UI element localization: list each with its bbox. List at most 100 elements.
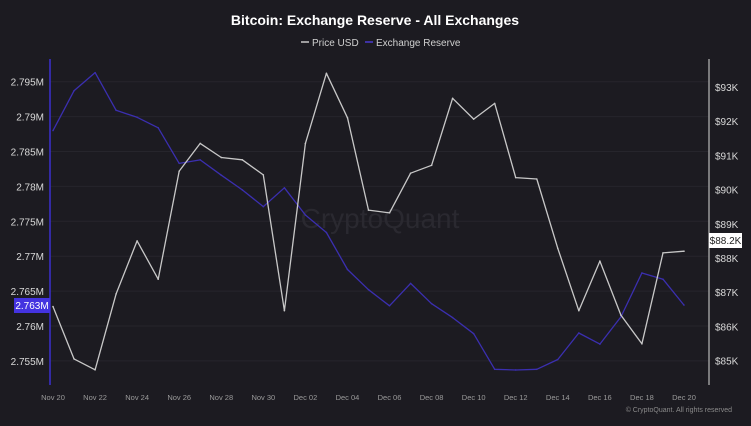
data-point: [430, 164, 433, 167]
data-point: [493, 102, 496, 105]
right-tick-label: $85K: [715, 357, 739, 368]
data-point: [346, 268, 349, 271]
data-point: [115, 293, 117, 295]
right-tick-label: $92K: [715, 117, 739, 128]
right-tick-label: $86K: [715, 322, 739, 333]
data-point: [136, 240, 138, 242]
left-tick-label: 2.79M: [16, 113, 44, 124]
data-point: [662, 252, 664, 254]
data-point: [409, 172, 412, 174]
x-axis: Nov 20 Nov 22 Nov 24 Nov 26 Nov 28 Nov 30 Dec …: [41, 393, 696, 402]
data-point: [241, 159, 244, 161]
data-point: [325, 231, 328, 234]
right-current-label: $88.2K: [710, 236, 742, 247]
data-point: [388, 212, 391, 214]
data-point: [157, 278, 159, 281]
data-point: [157, 126, 159, 129]
data-point: [514, 369, 517, 371]
data-point: [73, 358, 75, 360]
data-point: [178, 162, 180, 165]
legend-label-reserve[interactable]: Exchange Reserve: [376, 38, 461, 49]
x-tick-label: Dec 18: [630, 393, 654, 402]
right-tick-label: $89K: [715, 220, 739, 231]
left-tick-label: 2.78M: [16, 182, 44, 193]
data-point: [220, 174, 223, 177]
right-tick-label: $91K: [715, 151, 739, 162]
data-point: [325, 72, 328, 75]
legend-label-price[interactable]: Price USD: [312, 38, 359, 49]
x-tick-label: Dec 20: [672, 393, 696, 402]
series-price-usd: [52, 72, 685, 371]
left-tick-label: 2.795M: [11, 78, 44, 89]
x-tick-label: Nov 30: [251, 393, 275, 402]
data-point: [262, 174, 265, 176]
data-point: [115, 109, 117, 112]
data-point: [94, 71, 96, 74]
left-tick-label: 2.755M: [11, 357, 44, 368]
grid: [50, 81, 709, 362]
data-point: [662, 278, 664, 281]
left-axis: 2.755M 2.76M 2.765M 2.77M 2.775M 2.78M 2.785M 2…: [11, 78, 44, 368]
x-tick-label: Dec 04: [336, 393, 360, 402]
data-point: [199, 142, 202, 145]
data-point: [346, 116, 349, 119]
data-point: [451, 316, 454, 319]
left-tick-label: 2.765M: [11, 287, 44, 298]
data-point: [367, 209, 370, 211]
data-point: [241, 189, 244, 191]
left-current-label: 2.763M: [15, 301, 48, 312]
right-tick-label: $90K: [715, 186, 739, 197]
data-point: [73, 89, 75, 92]
left-tick-label: 2.76M: [16, 322, 44, 333]
legend: Price USD Exchange Reserve: [301, 38, 461, 49]
chart-title: Bitcoin: Exchange Reserve - All Exchange…: [231, 12, 519, 28]
data-point: [262, 205, 265, 208]
x-tick-label: Dec 08: [420, 393, 444, 402]
right-current-badge: $88.2K: [709, 233, 742, 248]
data-point: [578, 332, 580, 334]
series-group: [52, 71, 685, 371]
data-point: [472, 332, 475, 335]
data-point: [557, 358, 559, 361]
data-point: [283, 186, 286, 189]
data-point: [136, 116, 138, 119]
x-tick-label: Dec 12: [504, 393, 528, 402]
data-point: [283, 309, 286, 312]
x-tick-label: Nov 22: [83, 393, 107, 402]
data-point: [535, 178, 538, 180]
left-tick-label: 2.775M: [11, 217, 44, 228]
data-point: [472, 118, 475, 120]
left-current-badge: 2.763M: [14, 298, 50, 313]
data-point: [514, 176, 517, 179]
data-point: [599, 260, 601, 262]
x-tick-label: Nov 26: [167, 393, 191, 402]
data-point: [683, 250, 685, 252]
data-point: [683, 304, 685, 306]
right-tick-label: $87K: [715, 288, 739, 299]
data-point: [388, 304, 391, 307]
data-point: [304, 142, 307, 145]
data-point: [599, 343, 601, 345]
data-point: [178, 170, 180, 172]
data-point: [578, 309, 580, 312]
data-point: [493, 368, 496, 371]
x-tick-label: Dec 02: [294, 393, 318, 402]
data-point: [94, 369, 96, 371]
data-point: [641, 343, 643, 345]
watermark: CryptoQuant: [301, 203, 460, 234]
data-point: [535, 368, 538, 371]
data-point: [367, 288, 370, 291]
right-tick-label: $88K: [715, 254, 739, 265]
data-point: [430, 302, 433, 305]
data-point: [220, 156, 223, 159]
data-point: [304, 214, 307, 216]
series-exchange-reserve: [52, 71, 685, 371]
x-tick-label: Dec 10: [462, 393, 486, 402]
x-tick-label: Nov 24: [125, 393, 149, 402]
x-tick-label: Dec 16: [588, 393, 612, 402]
data-point: [557, 247, 559, 250]
data-point: [641, 272, 643, 274]
data-point: [620, 314, 622, 316]
left-tick-label: 2.77M: [16, 252, 44, 263]
